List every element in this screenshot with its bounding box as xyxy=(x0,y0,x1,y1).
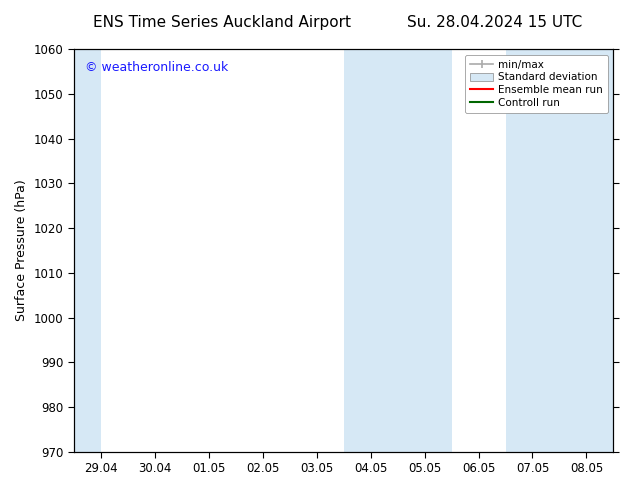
Legend: min/max, Standard deviation, Ensemble mean run, Controll run: min/max, Standard deviation, Ensemble me… xyxy=(465,54,608,113)
Text: Su. 28.04.2024 15 UTC: Su. 28.04.2024 15 UTC xyxy=(407,15,582,30)
Bar xyxy=(344,49,451,452)
Y-axis label: Surface Pressure (hPa): Surface Pressure (hPa) xyxy=(15,180,28,321)
Text: © weatheronline.co.uk: © weatheronline.co.uk xyxy=(84,61,228,74)
Bar xyxy=(74,49,101,452)
Bar xyxy=(505,49,614,452)
Text: ENS Time Series Auckland Airport: ENS Time Series Auckland Airport xyxy=(93,15,351,30)
